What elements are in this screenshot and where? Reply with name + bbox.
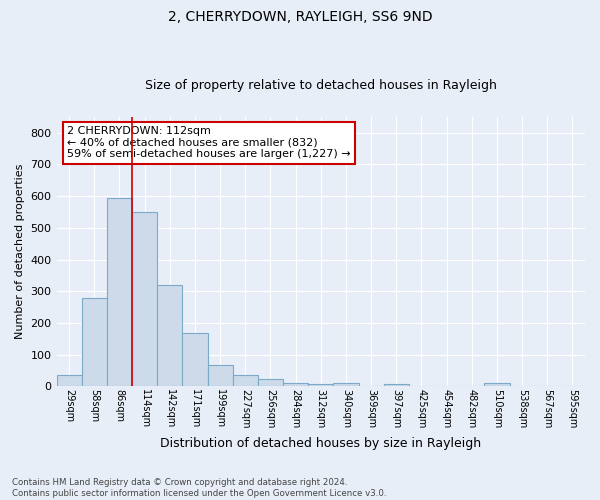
Bar bbox=[132, 212, 157, 386]
Bar bbox=[233, 374, 258, 386]
Y-axis label: Number of detached properties: Number of detached properties bbox=[15, 164, 25, 340]
Bar bbox=[283, 382, 308, 386]
Text: Contains HM Land Registry data © Crown copyright and database right 2024.
Contai: Contains HM Land Registry data © Crown c… bbox=[12, 478, 386, 498]
Bar bbox=[484, 383, 509, 386]
X-axis label: Distribution of detached houses by size in Rayleigh: Distribution of detached houses by size … bbox=[160, 437, 481, 450]
Bar bbox=[308, 384, 334, 386]
Bar bbox=[182, 333, 208, 386]
Title: Size of property relative to detached houses in Rayleigh: Size of property relative to detached ho… bbox=[145, 79, 497, 92]
Bar bbox=[157, 285, 182, 386]
Bar bbox=[56, 374, 82, 386]
Bar bbox=[383, 384, 409, 386]
Bar bbox=[258, 380, 283, 386]
Text: 2 CHERRYDOWN: 112sqm
← 40% of detached houses are smaller (832)
59% of semi-deta: 2 CHERRYDOWN: 112sqm ← 40% of detached h… bbox=[67, 126, 351, 160]
Bar bbox=[82, 298, 107, 386]
Bar bbox=[107, 198, 132, 386]
Bar bbox=[334, 383, 359, 386]
Bar bbox=[208, 365, 233, 386]
Text: 2, CHERRYDOWN, RAYLEIGH, SS6 9ND: 2, CHERRYDOWN, RAYLEIGH, SS6 9ND bbox=[167, 10, 433, 24]
